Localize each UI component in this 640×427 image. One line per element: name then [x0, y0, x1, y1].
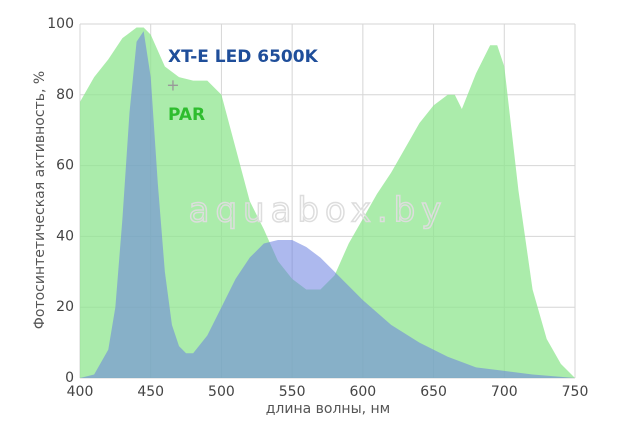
x-tick-label: 600: [349, 384, 376, 400]
y-tick-label: 80: [56, 87, 74, 103]
y-tick-label: 60: [56, 158, 74, 174]
area: [80, 27, 575, 378]
watermark: aquabox.by: [189, 191, 448, 231]
y-tick-label: 100: [47, 16, 74, 32]
x-tick-label: 750: [562, 384, 589, 400]
legend-separator: +: [166, 76, 179, 95]
x-axis-label: длина волны, нм: [266, 401, 391, 417]
y-tick-label: 40: [56, 228, 74, 244]
y-tick-label: 20: [56, 299, 74, 315]
legend-entry: XT-E LED 6500K: [168, 47, 319, 67]
x-tick-label: 500: [208, 384, 235, 400]
area: [80, 31, 575, 379]
x-tick-label: 450: [137, 384, 164, 400]
x-tick-label: 400: [67, 384, 94, 400]
legend-entry: PAR: [168, 105, 205, 125]
plot-area: [79, 23, 576, 379]
y-axis-label: Фотосинтетическая активность, %: [32, 71, 48, 329]
x-tick-label: 700: [491, 384, 518, 400]
y-tick-label: 0: [65, 370, 74, 386]
x-tick-label: 550: [279, 384, 306, 400]
x-tick-label: 650: [420, 384, 447, 400]
